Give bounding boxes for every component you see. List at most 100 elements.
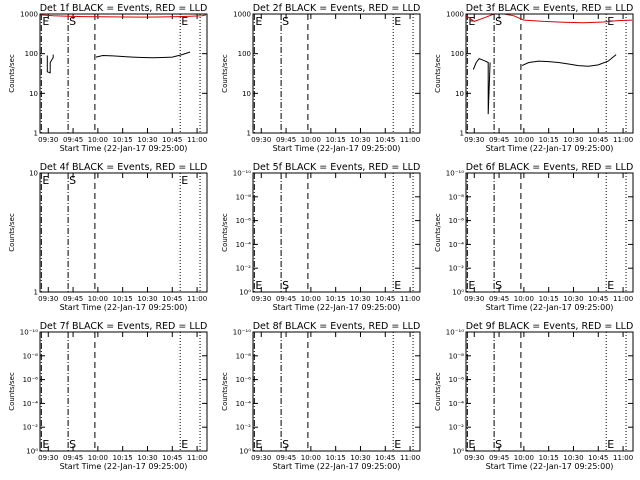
event-marker-label: S	[69, 438, 76, 451]
y-axis-label: Counts/sec	[8, 372, 16, 411]
x-tick-label: 10:00	[88, 136, 108, 144]
y-tick-label: 10⁻⁴	[449, 241, 465, 249]
x-axis-label: Start Time (22-Jan-17 09:25:00)	[60, 462, 188, 471]
x-tick-label: 10:30	[563, 295, 583, 303]
x-tick-label: 09:45	[63, 136, 83, 144]
x-tick-label: 10:00	[301, 136, 321, 144]
event-marker-label: S	[495, 438, 502, 451]
y-tick-label: 10⁻⁸	[236, 352, 252, 360]
x-tick-label: 09:30	[251, 295, 271, 303]
events-series-line	[521, 54, 617, 67]
y-tick-label: 10⁻²	[449, 424, 465, 432]
y-tick-label: 10⁻¹⁰	[20, 329, 38, 337]
y-tick-label: 10⁻²	[23, 424, 39, 432]
event-marker-label: E	[181, 174, 188, 187]
y-axis-label: Counts/sec	[221, 372, 229, 411]
event-marker-label: E	[255, 15, 262, 28]
x-tick-label: 11:00	[400, 295, 420, 303]
event-marker-label: S	[282, 15, 289, 28]
detector-panel-2: Det 2f BLACK = Events, RED = LLD 1 10 100 10…	[221, 3, 421, 153]
event-marker-label: E	[607, 279, 614, 292]
y-tick-label: 1	[34, 130, 38, 138]
x-axis-label: Start Time (22-Jan-17 09:25:00)	[60, 144, 188, 153]
plot-frame	[465, 13, 634, 134]
y-tick-label: 10⁻⁴	[449, 400, 465, 408]
x-tick-label: 09:30	[38, 454, 58, 462]
y-tick-label: 100	[25, 50, 38, 58]
x-tick-label: 11:00	[400, 454, 420, 462]
x-tick-label: 11:00	[187, 295, 207, 303]
y-tick-label: 10⁻²	[236, 424, 252, 432]
panel-title: Det 9f BLACK = Events, RED = LLD	[466, 321, 634, 332]
y-tick-label: 10⁻⁶	[236, 217, 252, 225]
x-tick-label: 10:45	[162, 454, 182, 462]
x-tick-label: 09:30	[251, 136, 271, 144]
panel-title: Det 1f BLACK = Events, RED = LLD	[40, 3, 208, 14]
y-tick-label: 10⁻⁸	[449, 352, 465, 360]
x-tick-label: 10:30	[137, 295, 157, 303]
lld-series-line	[40, 14, 207, 18]
x-tick-label: 10:45	[375, 136, 395, 144]
x-tick-label: 10:15	[326, 136, 346, 144]
x-tick-label: 10:30	[137, 136, 157, 144]
y-axis-label: Counts/sec	[434, 372, 442, 411]
x-tick-label: 09:45	[63, 295, 83, 303]
y-tick-label: 10⁻¹⁰	[233, 329, 251, 337]
x-tick-label: 09:45	[276, 454, 296, 462]
y-tick-label: 10⁻¹⁰	[446, 329, 464, 337]
x-tick-label: 09:30	[38, 136, 58, 144]
x-tick-label: 10:30	[563, 136, 583, 144]
y-tick-label: 10	[242, 90, 251, 98]
event-marker-label: E	[394, 279, 401, 292]
x-tick-label: 10:45	[588, 136, 608, 144]
detector-panel-4: Det 4f BLACK = Events, RED = LLD 1 10 Count…	[8, 162, 208, 312]
y-axis-label: Counts/sec	[221, 213, 229, 252]
y-tick-label: 100	[451, 50, 464, 58]
y-tick-label: 10⁻⁶	[23, 376, 39, 384]
panel-title: Det 6f BLACK = Events, RED = LLD	[466, 162, 634, 173]
event-marker-label: E	[607, 438, 614, 451]
y-tick-label: 10⁻¹⁰	[233, 170, 251, 178]
event-marker-label: S	[69, 174, 76, 187]
x-axis-label: Start Time (22-Jan-17 09:25:00)	[486, 462, 614, 471]
x-tick-label: 10:15	[539, 454, 559, 462]
event-marker-label: E	[468, 15, 475, 28]
event-marker-label: S	[282, 279, 289, 292]
x-axis-label: Start Time (22-Jan-17 09:25:00)	[60, 303, 188, 312]
x-tick-label: 09:30	[464, 454, 484, 462]
x-tick-label: 10:15	[326, 295, 346, 303]
panel-title: Det 7f BLACK = Events, RED = LLD	[40, 321, 208, 332]
y-axis-label: Counts/sec	[8, 54, 16, 93]
y-tick-label: 10⁻⁴	[236, 400, 252, 408]
y-axis-label: Counts/sec	[8, 213, 16, 252]
x-tick-label: 09:30	[464, 295, 484, 303]
x-tick-label: 09:30	[38, 295, 58, 303]
x-axis-label: Start Time (22-Jan-17 09:25:00)	[486, 303, 614, 312]
panel-title: Det 2f BLACK = Events, RED = LLD	[253, 3, 421, 14]
y-tick-label: 1000	[233, 11, 251, 19]
y-tick-label: 10⁰	[239, 448, 251, 456]
detector-panel-8: Det 8f BLACK = Events, RED = LLD 10⁰ 10⁻² 1…	[221, 321, 421, 471]
y-tick-label: 10⁻¹⁰	[446, 170, 464, 178]
panel-title: Det 4f BLACK = Events, RED = LLD	[40, 162, 208, 173]
y-tick-label: 10⁻⁸	[23, 352, 39, 360]
event-marker-label: E	[181, 438, 188, 451]
x-tick-label: 09:45	[489, 136, 509, 144]
y-tick-label: 1	[460, 130, 464, 138]
y-tick-label: 10⁰	[452, 448, 464, 456]
y-tick-label: 1000	[20, 11, 38, 19]
event-marker-label: S	[69, 15, 76, 28]
event-marker-label: E	[255, 279, 262, 292]
y-tick-label: 10⁻⁴	[236, 241, 252, 249]
y-tick-label: 10⁻²	[236, 265, 252, 273]
panel-title: Det 5f BLACK = Events, RED = LLD	[253, 162, 421, 173]
detector-panel-1: Det 1f BLACK = Events, RED = LLD 1 10 100 10…	[8, 3, 208, 153]
x-tick-label: 10:45	[588, 295, 608, 303]
x-tick-label: 10:15	[113, 295, 133, 303]
panel-title: Det 3f BLACK = Events, RED = LLD	[466, 3, 634, 14]
x-tick-label: 10:30	[563, 454, 583, 462]
x-tick-label: 09:45	[489, 454, 509, 462]
event-marker-label: E	[42, 15, 49, 28]
plot-frame	[252, 13, 421, 134]
event-marker-label: E	[468, 438, 475, 451]
